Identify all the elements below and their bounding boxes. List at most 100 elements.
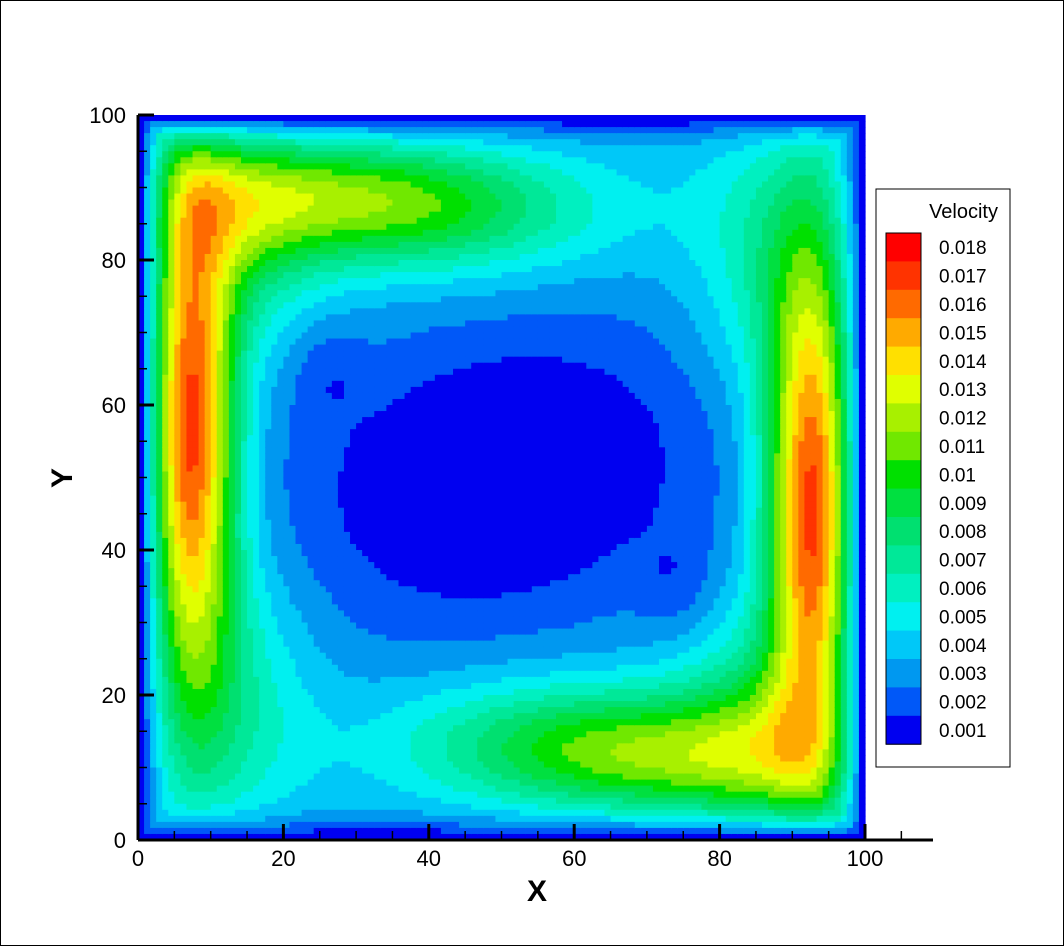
contour-cell xyxy=(283,417,291,424)
contour-cell xyxy=(216,833,224,841)
contour-cell xyxy=(210,477,218,485)
contour-cell xyxy=(150,362,157,370)
contour-cell xyxy=(253,507,260,515)
contour-cell xyxy=(307,550,315,557)
contour-cell xyxy=(380,465,387,473)
contour-cell xyxy=(174,743,182,750)
contour-cell xyxy=(210,695,218,702)
contour-cell xyxy=(325,326,333,334)
contour-cell xyxy=(222,592,230,599)
contour-cell xyxy=(307,308,315,315)
contour-cell xyxy=(240,465,248,473)
contour-cell xyxy=(307,326,315,334)
contour-cell xyxy=(156,483,163,491)
contour-cell xyxy=(228,477,236,485)
contour-cell xyxy=(247,550,254,557)
contour-cell xyxy=(228,435,236,442)
contour-cell xyxy=(180,604,188,612)
contour-cell xyxy=(350,701,357,708)
contour-cell xyxy=(331,598,339,605)
contour-cell xyxy=(144,507,151,515)
contour-cell xyxy=(356,229,363,237)
contour-cell xyxy=(156,260,163,267)
contour-cell xyxy=(186,525,194,533)
contour-cell xyxy=(374,405,381,412)
contour-cell xyxy=(240,423,248,430)
contour-cell xyxy=(180,374,188,382)
contour-cell xyxy=(162,429,169,436)
contour-cell xyxy=(247,785,254,793)
contour-cell xyxy=(331,115,339,122)
contour-cell xyxy=(138,127,145,134)
contour-cell xyxy=(380,731,387,738)
contour-cell xyxy=(144,568,151,575)
contour-cell xyxy=(295,797,303,805)
contour-cell xyxy=(265,405,272,412)
contour-cell xyxy=(325,598,333,605)
contour-cell xyxy=(186,229,194,237)
contour-cell xyxy=(289,115,297,122)
contour-cell xyxy=(198,145,206,152)
contour-cell xyxy=(265,797,272,805)
contour-cell xyxy=(240,519,248,527)
contour-cell xyxy=(150,435,157,442)
contour-cell xyxy=(301,296,309,303)
contour-cell xyxy=(247,598,254,605)
contour-cell xyxy=(380,598,387,605)
contour-cell xyxy=(240,574,248,581)
contour-cell xyxy=(162,664,169,672)
contour-cell xyxy=(174,634,182,642)
contour-cell xyxy=(301,465,309,473)
contour-cell xyxy=(174,278,182,285)
contour-cell xyxy=(204,169,212,177)
contour-cell xyxy=(343,350,351,358)
contour-cell xyxy=(350,175,357,183)
contour-cell xyxy=(277,550,284,557)
contour-cell xyxy=(186,290,194,297)
contour-cell xyxy=(228,489,236,497)
contour-cell xyxy=(325,175,333,183)
contour-cell xyxy=(253,181,260,189)
contour-cell xyxy=(313,447,321,454)
contour-cell xyxy=(319,229,327,237)
contour-cell xyxy=(198,235,206,243)
contour-cell xyxy=(356,405,363,412)
contour-cell xyxy=(228,815,236,823)
contour-cell xyxy=(350,356,357,364)
contour-cell xyxy=(362,664,369,672)
contour-cell xyxy=(307,821,315,829)
contour-cell xyxy=(168,507,175,515)
contour-cell xyxy=(265,471,272,479)
contour-cell xyxy=(210,797,218,805)
contour-cell xyxy=(368,386,375,394)
contour-cell xyxy=(368,139,375,146)
contour-cell xyxy=(174,223,182,231)
contour-cell xyxy=(343,368,351,376)
contour-cell xyxy=(253,326,260,334)
contour-cell xyxy=(259,435,266,442)
contour-cell xyxy=(271,465,278,473)
contour-cell xyxy=(253,574,260,581)
contour-cell xyxy=(301,121,309,128)
contour-cell xyxy=(156,187,163,195)
contour-cell xyxy=(210,199,218,207)
contour-cell xyxy=(289,640,297,648)
contour-cell xyxy=(234,368,242,376)
contour-cell xyxy=(156,435,163,442)
contour-cell xyxy=(192,664,200,672)
contour-cell xyxy=(380,145,387,152)
contour-cell xyxy=(210,223,218,231)
contour-cell xyxy=(259,543,266,551)
contour-cell xyxy=(350,543,357,551)
contour-cell xyxy=(222,260,230,267)
contour-cell xyxy=(307,507,315,515)
contour-cell xyxy=(350,253,357,261)
contour-cell xyxy=(253,417,260,424)
contour-cell xyxy=(271,495,278,503)
contour-cell xyxy=(368,628,375,636)
contour-cell xyxy=(289,513,297,521)
contour-cell xyxy=(368,556,375,563)
contour-cell xyxy=(180,652,188,660)
contour-cell xyxy=(240,568,248,575)
contour-cell xyxy=(138,616,145,624)
